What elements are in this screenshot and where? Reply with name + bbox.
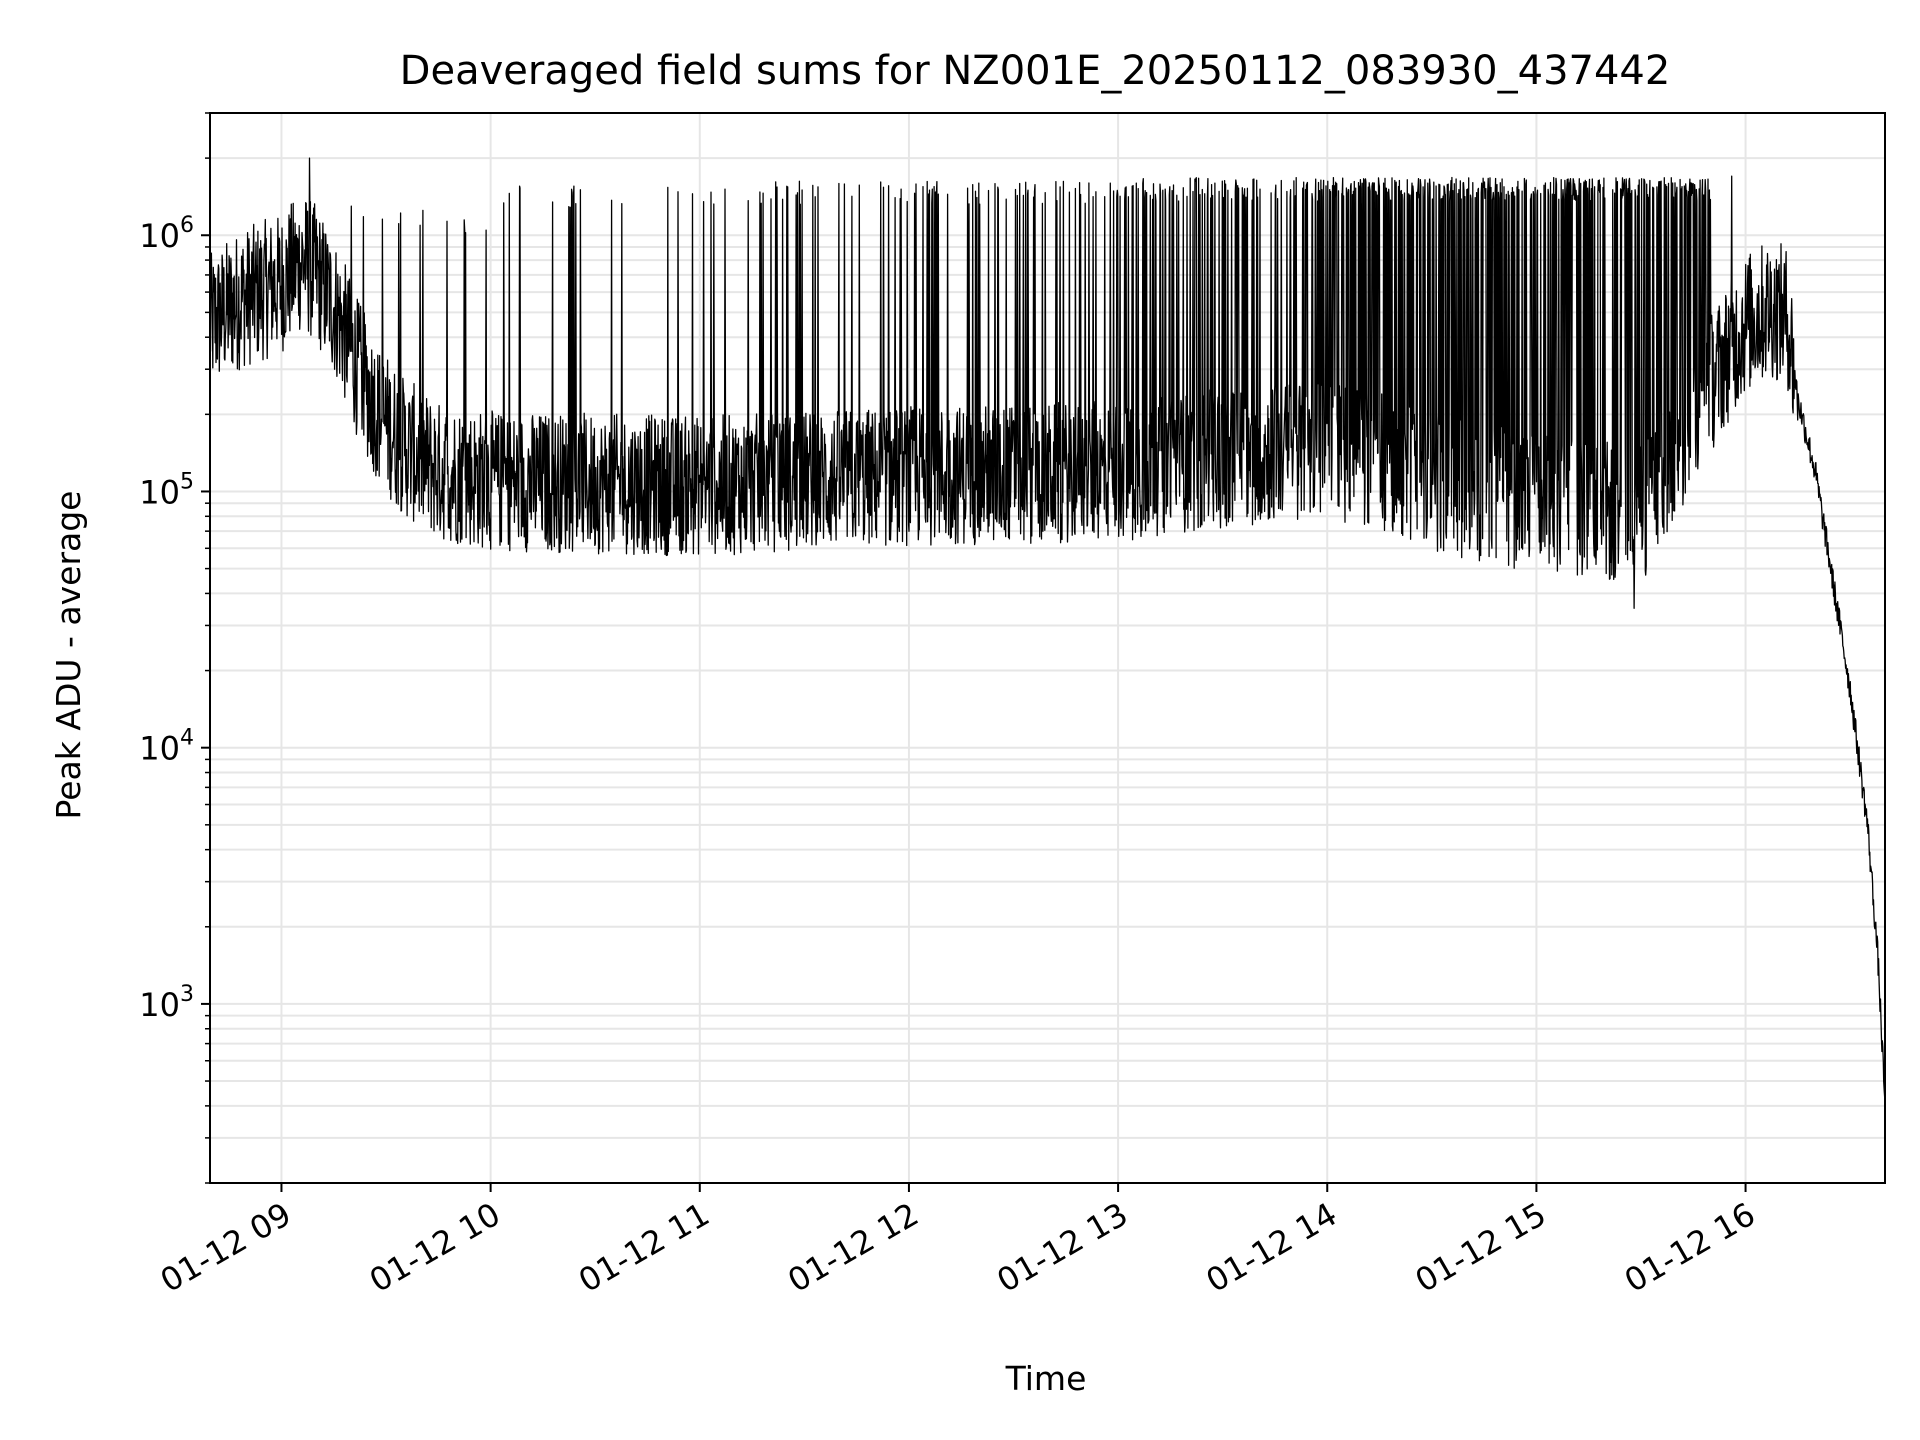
y-tick-label: 106 — [139, 213, 194, 255]
y-axis-label: Peak ADU - average — [49, 491, 88, 820]
y-tick-label: 104 — [139, 726, 194, 768]
series-line — [209, 157, 1886, 1098]
x-axis-label: Time — [1005, 1359, 1087, 1398]
series-path — [209, 157, 1886, 1098]
plot-area-background — [210, 113, 1885, 1183]
chart-title: Deaveraged field sums for NZ001E_2025011… — [400, 48, 1671, 94]
y-tick-label: 103 — [139, 982, 194, 1024]
axes-frame — [209, 112, 1886, 1184]
y-tick-label: 105 — [139, 469, 194, 511]
